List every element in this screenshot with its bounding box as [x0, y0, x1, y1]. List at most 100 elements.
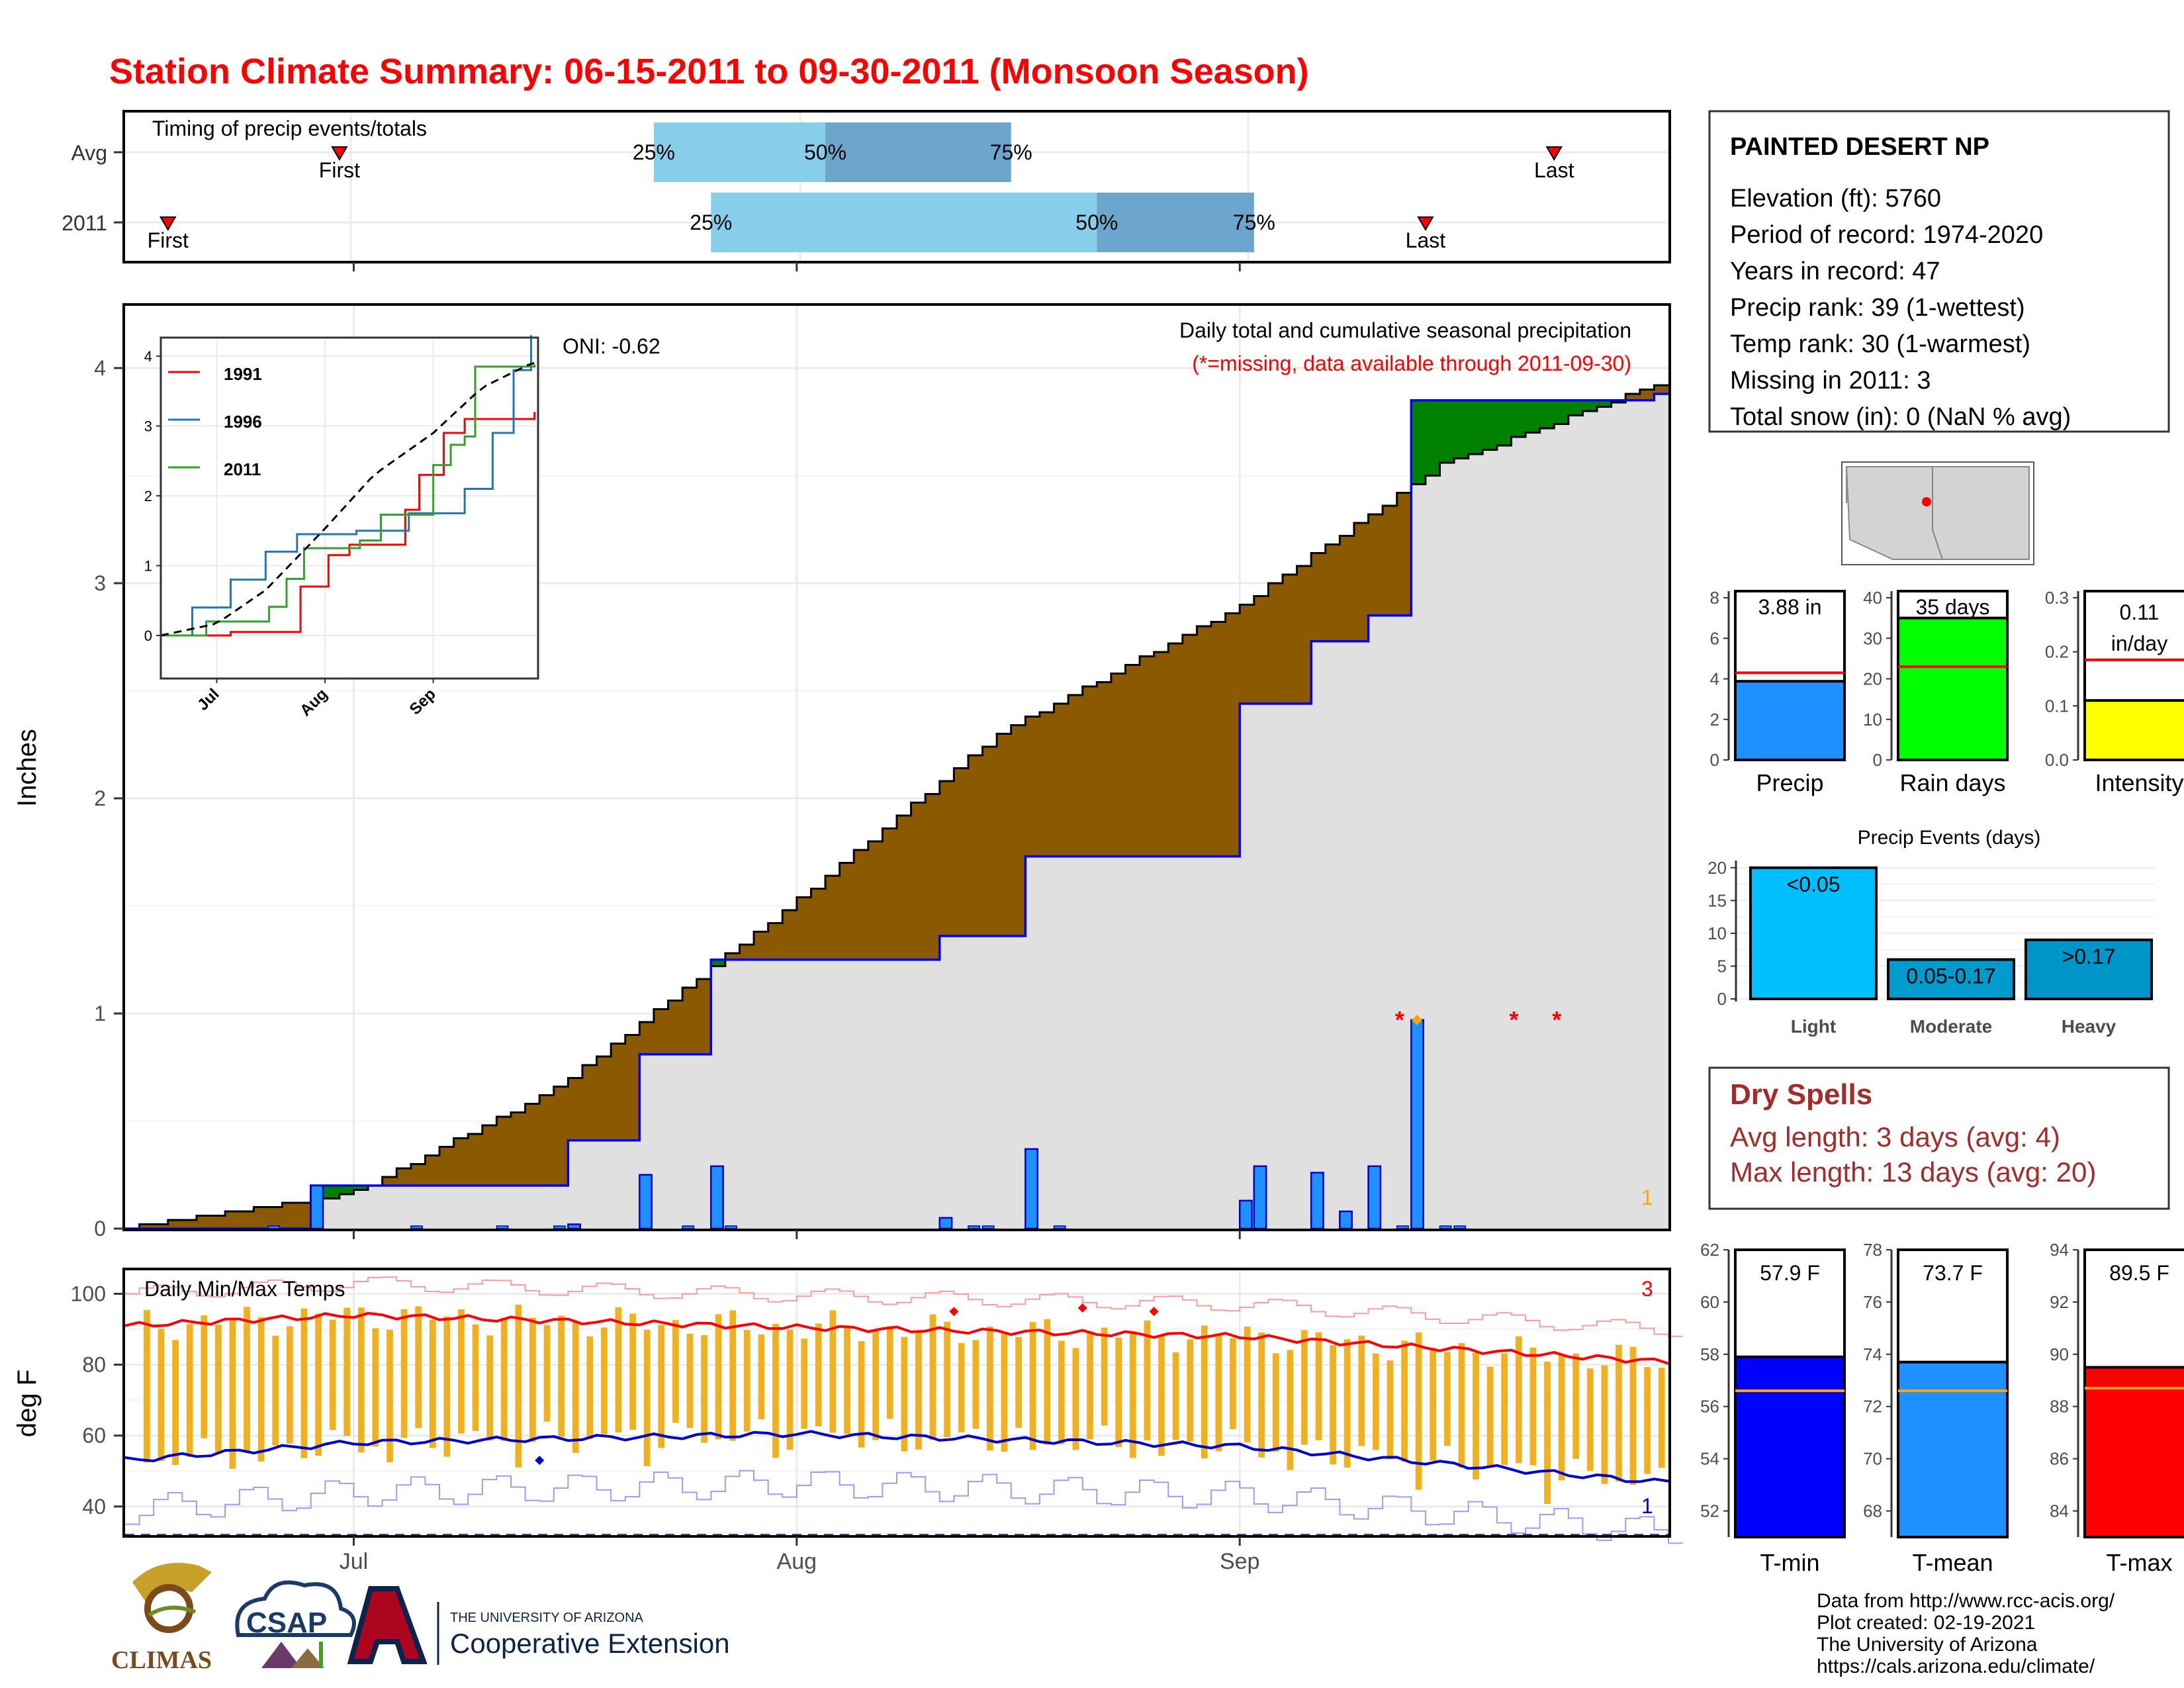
trace-precip-bar — [1453, 1225, 1467, 1229]
page-title: Station Climate Summary: 06-15-2011 to 0… — [109, 52, 1309, 91]
below-average-segment — [1340, 536, 1355, 641]
daily-temp-range-bar — [1544, 1362, 1551, 1504]
mini-bar-tick-label: 6 — [1710, 628, 1719, 648]
precip-ytick-label: 4 — [94, 356, 106, 380]
daily-temp-range-bar — [1001, 1332, 1008, 1452]
trace-precip-bar — [968, 1225, 980, 1229]
footer-line-3: https://cals.arizona.edu/climate/ — [1817, 1656, 2095, 1677]
below-average-segment — [1368, 514, 1383, 616]
timing-percent-label: 25% — [633, 140, 675, 164]
below-average-segment — [1125, 665, 1140, 857]
below-average-segment — [739, 945, 754, 960]
inset-average-line — [160, 361, 539, 637]
daily-temp-range-bar — [558, 1315, 565, 1437]
below-average-segment — [468, 1134, 483, 1186]
below-average-segment — [1625, 394, 1641, 400]
below-average-segment — [282, 1203, 297, 1229]
events-tick-label: 0 — [1717, 989, 1727, 1009]
record-max-line — [125, 1276, 1683, 1337]
temp-ytick-label: 80 — [82, 1353, 106, 1377]
mini-bar-tick-label: 8 — [1710, 588, 1719, 608]
temp-bar-value — [2083, 1366, 2184, 1538]
daily-temp-range-bar — [1315, 1332, 1322, 1440]
above-average-segment — [1525, 400, 1541, 433]
below-average-segment — [754, 931, 769, 960]
precip-events-chart: Precip Events (days) 0 5 10 15 20 <0.05 Light 0.… — [1707, 827, 2156, 1037]
below-average-segment — [1253, 596, 1269, 704]
below-average-segment — [639, 1022, 655, 1055]
events-tick-label: 15 — [1707, 890, 1727, 910]
below-average-segment — [167, 1220, 183, 1229]
trace-precip-bar — [267, 1225, 280, 1229]
mini-bar-value-label: 0.11 — [2120, 600, 2160, 624]
trace-precip-bar — [1053, 1225, 1066, 1229]
below-average-segment — [1025, 716, 1040, 857]
daily-temp-range-bar — [1244, 1326, 1251, 1442]
inset-ytick-label: 4 — [144, 348, 152, 365]
below-average-segment — [539, 1095, 555, 1186]
trace-precip-bar — [682, 1225, 695, 1229]
mini-bar-tick-label: 40 — [1863, 588, 1882, 608]
below-average-segment — [553, 1086, 569, 1186]
daily-temp-range-bar — [1387, 1360, 1394, 1460]
below-average-segment — [668, 1000, 683, 1055]
trace-precip-bar — [553, 1225, 566, 1229]
record-high-marker — [949, 1307, 959, 1317]
below-average-segment — [825, 876, 841, 960]
timing-percent-label: 75% — [990, 140, 1032, 164]
record-high-marker — [1077, 1303, 1087, 1313]
events-bar — [2025, 938, 2153, 1000]
below-average-segment — [1211, 622, 1226, 857]
below-average-segment — [1111, 673, 1126, 857]
temp-bar-tick-label: 54 — [1700, 1449, 1719, 1469]
daily-temp-range-bar — [1129, 1331, 1136, 1458]
missing-day-marker: * — [1552, 1006, 1561, 1033]
mini-bar-tick-label: 0.2 — [2045, 642, 2069, 662]
daily-temp-range-bar — [1230, 1338, 1236, 1429]
temp-count-top: 3 — [1641, 1277, 1653, 1301]
daily-temp-range-bar — [186, 1324, 193, 1458]
daily-temp-range-bar — [758, 1335, 765, 1420]
daily-precip-bar — [567, 1223, 581, 1230]
daily-temp-range-bar — [929, 1314, 936, 1440]
temp-bar-tick-label: 58 — [1700, 1344, 1719, 1364]
below-average-segment — [1197, 626, 1212, 857]
ua-logo: THE UNIVERSITY OF ARIZONA Cooperative Ex… — [347, 1586, 730, 1665]
precip-subtitle: Daily total and cumulative seasonal prec… — [1179, 318, 1631, 342]
station-line-1: Period of record: 1974-2020 — [1730, 221, 2043, 249]
daily-temp-range-bar — [1158, 1336, 1165, 1456]
daily-temp-range-bar — [1458, 1343, 1465, 1468]
station-line-4: Temp rank: 30 (1-warmest) — [1730, 330, 2030, 358]
daily-precip-bar — [1367, 1165, 1382, 1230]
below-average-segment — [239, 1211, 254, 1229]
below-average-segment — [939, 781, 954, 936]
daily-temp-range-bar — [1187, 1339, 1194, 1442]
daily-temp-range-bar — [158, 1329, 165, 1462]
below-average-segment — [225, 1211, 240, 1229]
daily-temp-range-bar — [629, 1313, 636, 1430]
daily-temp-range-bar — [1473, 1352, 1479, 1479]
daily-temp-range-bar — [343, 1307, 351, 1436]
daily-temp-range-bar — [387, 1329, 393, 1462]
station-name: PAINTED DESERT NP — [1730, 133, 1989, 161]
inset-legend-1991: 1991 — [224, 364, 262, 384]
trace-precip-bar — [496, 1225, 509, 1229]
daily-temp-range-bar — [443, 1316, 451, 1457]
daily-temp-range-bar — [801, 1338, 808, 1429]
daily-temp-range-bar — [958, 1342, 965, 1432]
temp-bar-tick-label: 68 — [1863, 1501, 1882, 1521]
daily-temp-range-bar — [1515, 1336, 1522, 1464]
dry-spells: Dry Spells Avg length: 3 days (avg: 4) M… — [1708, 1066, 2170, 1210]
inset-legend-2011: 2011 — [224, 459, 261, 479]
daily-temp-range-bar — [1358, 1335, 1365, 1446]
below-average-segment — [425, 1155, 440, 1186]
daily-temp-range-bar — [1572, 1353, 1580, 1459]
daily-precip-bar — [1310, 1172, 1324, 1230]
csap-logo-text: CSAP — [246, 1607, 327, 1639]
daily-temp-range-bar — [1415, 1332, 1422, 1490]
mini-bar-tick-label: 10 — [1863, 710, 1882, 729]
below-average-segment — [1154, 652, 1169, 857]
below-average-segment — [525, 1103, 540, 1186]
temp-bar-tick-label: 72 — [1863, 1397, 1882, 1417]
